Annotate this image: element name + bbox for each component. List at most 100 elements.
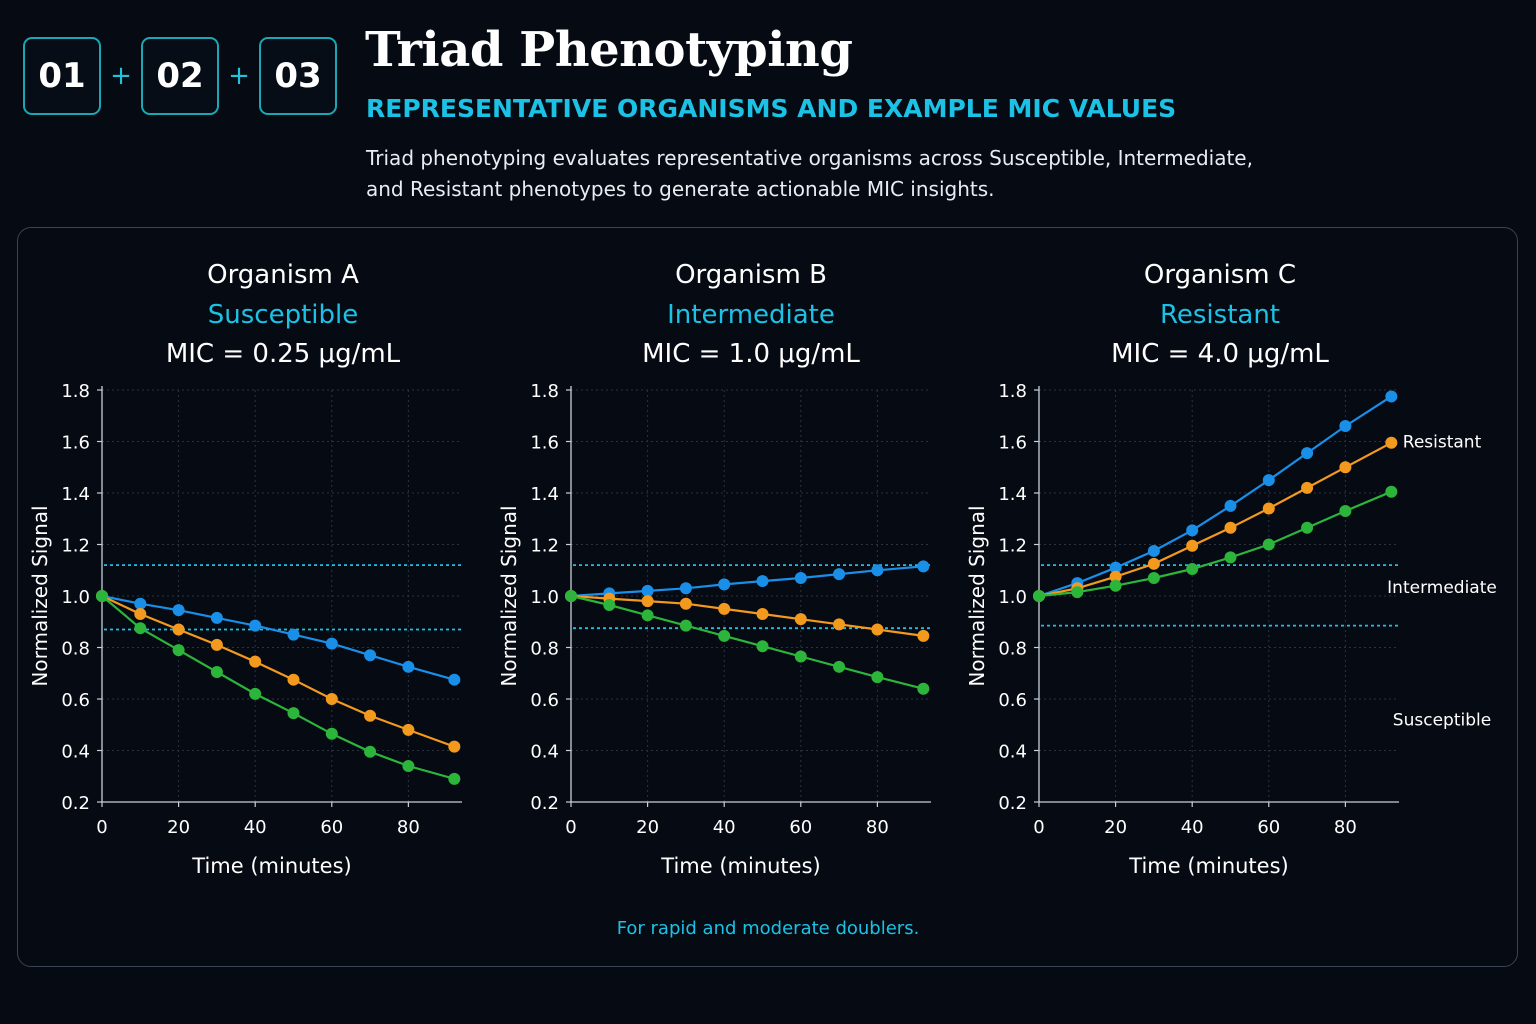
x-axis-label: Time (minutes) xyxy=(660,854,820,878)
chart-mic: MIC = 1.0 μg/mL xyxy=(642,339,860,369)
data-point-green xyxy=(603,599,616,612)
y-axis-label: Normalized Signal xyxy=(28,505,52,686)
y-tick-label: 0.2 xyxy=(530,793,559,814)
data-point-blue xyxy=(1109,561,1122,574)
data-point-blue xyxy=(871,564,884,577)
data-point-green xyxy=(1186,562,1199,575)
data-point-orange xyxy=(871,623,884,636)
step-badge-01: 01 xyxy=(23,37,101,115)
y-tick-label: 1.2 xyxy=(998,536,1027,557)
data-point-blue xyxy=(833,568,846,581)
data-point-green xyxy=(679,619,692,632)
y-tick-label: 1.2 xyxy=(61,536,90,557)
data-point-blue xyxy=(794,571,807,584)
data-point-green xyxy=(1385,485,1398,498)
data-point-green xyxy=(210,665,223,678)
data-point-green xyxy=(1109,579,1122,592)
data-point-green xyxy=(1301,521,1314,534)
data-point-green xyxy=(756,640,769,653)
data-point-orange xyxy=(287,673,300,686)
x-tick-label: 0 xyxy=(565,817,576,838)
data-point-orange xyxy=(1301,481,1314,494)
footnote: For rapid and moderate doublers. xyxy=(616,918,920,939)
chart-1: Organism A Susceptible MIC = 0.25 μg/mL 0.2… xyxy=(28,260,462,878)
data-point-orange xyxy=(172,623,185,636)
data-point-orange xyxy=(402,723,415,736)
data-point-orange xyxy=(1147,557,1160,570)
x-tick-label: 20 xyxy=(167,817,190,838)
y-tick-label: 0.4 xyxy=(530,742,559,763)
data-point-blue xyxy=(210,611,223,624)
data-point-blue xyxy=(1339,420,1352,433)
data-point-green xyxy=(172,644,185,657)
chart-mic: MIC = 0.25 μg/mL xyxy=(166,339,401,369)
data-point-orange xyxy=(448,740,461,753)
data-point-orange xyxy=(134,608,147,621)
data-point-orange xyxy=(325,693,338,705)
y-tick-label: 0.6 xyxy=(61,690,90,711)
y-tick-label: 1.8 xyxy=(998,381,1027,402)
x-tick-label: 80 xyxy=(866,817,889,838)
y-tick-label: 1.4 xyxy=(530,484,559,505)
y-tick-label: 0.6 xyxy=(998,690,1027,711)
y-tick-label: 0.2 xyxy=(998,793,1027,814)
data-point-green xyxy=(641,609,654,622)
x-tick-label: 40 xyxy=(244,817,267,838)
data-point-green xyxy=(794,650,807,663)
data-point-blue xyxy=(287,628,300,641)
data-point-green xyxy=(1147,571,1160,584)
data-point-green xyxy=(833,660,846,673)
y-tick-label: 1.6 xyxy=(61,433,90,454)
y-tick-label: 1.2 xyxy=(530,536,559,557)
y-tick-label: 0.4 xyxy=(61,742,90,763)
y-tick-label: 1.0 xyxy=(61,587,90,608)
series-line-blue xyxy=(570,565,924,598)
data-point-orange xyxy=(1186,539,1199,552)
plus-icon: + xyxy=(228,61,250,91)
x-tick-label: 80 xyxy=(397,817,420,838)
y-tick-label: 1.8 xyxy=(61,381,90,402)
data-point-orange xyxy=(1339,461,1352,474)
x-tick-label: 40 xyxy=(1181,817,1204,838)
y-tick-label: 1.6 xyxy=(530,433,559,454)
series-line-orange xyxy=(570,594,924,637)
data-point-green xyxy=(917,682,930,695)
chart-title: Organism C xyxy=(1144,260,1296,290)
x-tick-label: 0 xyxy=(96,817,107,838)
series-line-blue xyxy=(1038,395,1392,598)
x-tick-label: 80 xyxy=(1334,817,1357,838)
data-point-orange xyxy=(1109,570,1122,583)
step-badge-03: 03 xyxy=(259,37,337,115)
data-point-green xyxy=(134,622,147,635)
data-point-orange xyxy=(833,618,846,631)
data-point-orange xyxy=(917,629,930,642)
y-tick-label: 0.8 xyxy=(61,639,90,660)
data-point-blue xyxy=(134,597,147,610)
y-tick-label: 1.0 xyxy=(998,587,1027,608)
side-label: Intermediate xyxy=(1387,578,1497,598)
y-tick-label: 1.4 xyxy=(998,484,1027,505)
step-badges: 01 + 02 + 03 xyxy=(23,37,337,115)
data-point-green xyxy=(249,687,262,700)
y-tick-label: 0.6 xyxy=(530,690,559,711)
series-line-green xyxy=(101,595,455,780)
data-point-blue xyxy=(917,560,930,573)
data-point-green xyxy=(1339,505,1352,518)
page-title: Triad Phenotyping xyxy=(365,22,853,78)
chart-phenotype: Intermediate xyxy=(667,300,835,330)
data-point-blue xyxy=(756,575,769,588)
y-tick-label: 1.8 xyxy=(530,381,559,402)
data-point-orange xyxy=(1262,502,1275,515)
data-point-orange xyxy=(756,608,769,621)
chart-phenotype: Susceptible xyxy=(208,300,358,330)
chart-2: Organism B Intermediate MIC = 1.0 μg/mL 0.2… xyxy=(497,260,931,878)
series-line-green xyxy=(570,594,924,690)
data-point-green xyxy=(402,759,415,772)
chart-title: Organism A xyxy=(207,260,359,290)
x-axis-label: Time (minutes) xyxy=(1128,854,1288,878)
x-tick-label: 40 xyxy=(713,817,736,838)
side-label: Susceptible xyxy=(1393,711,1491,731)
step-badge-02: 02 xyxy=(141,37,219,115)
data-point-blue xyxy=(325,637,338,650)
